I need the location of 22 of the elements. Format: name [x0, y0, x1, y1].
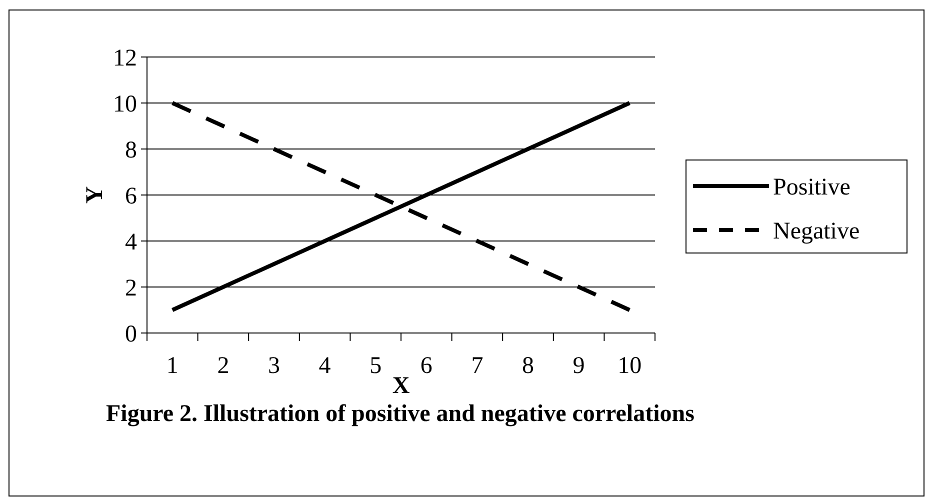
x-tick-label: 6 [420, 353, 432, 379]
x-tick-label: 8 [522, 353, 534, 379]
x-axis-title: X [392, 373, 410, 399]
x-tick-label: 1 [166, 353, 178, 379]
legend-label: Positive [773, 174, 850, 200]
x-tick-label: 2 [217, 353, 230, 379]
y-axis-title: Y [82, 186, 108, 204]
x-tick-label: 9 [572, 353, 585, 379]
y-tick-label: 8 [125, 137, 137, 164]
caption: Figure 2. Illustration of positive and negative correlations [106, 401, 694, 427]
x-tick-label: 3 [268, 353, 280, 379]
legend-label: Negative [773, 218, 860, 244]
y-tick-label: 6 [125, 183, 137, 210]
y-tick-label: 0 [125, 321, 137, 348]
x-tick-label: 5 [370, 353, 382, 379]
y-tick-label: 12 [113, 45, 137, 72]
x-tick-label: 7 [471, 353, 484, 379]
y-tick-label: 2 [125, 275, 137, 302]
y-tick-label: 4 [125, 229, 137, 256]
x-tick-label: 4 [318, 353, 331, 379]
x-tick-label: 10 [618, 353, 642, 379]
y-tick-label: 10 [113, 91, 137, 118]
